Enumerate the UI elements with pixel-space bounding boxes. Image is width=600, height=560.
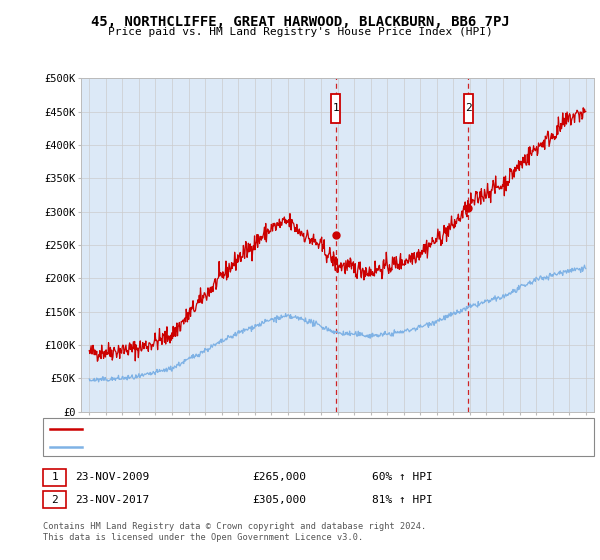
Text: 2: 2 [51, 494, 58, 505]
Text: Price paid vs. HM Land Registry's House Price Index (HPI): Price paid vs. HM Land Registry's House … [107, 27, 493, 37]
Bar [331, 94, 340, 123]
Text: 45, NORTHCLIFFE, GREAT HARWOOD, BLACKBURN, BB6 7PJ (detached house): 45, NORTHCLIFFE, GREAT HARWOOD, BLACKBUR… [87, 424, 481, 434]
Text: 1: 1 [332, 104, 339, 113]
Text: 2: 2 [465, 104, 472, 113]
Text: 1: 1 [51, 472, 58, 482]
Text: 23-NOV-2009: 23-NOV-2009 [75, 472, 149, 482]
Text: 81% ↑ HPI: 81% ↑ HPI [372, 494, 433, 505]
Bar [464, 94, 473, 123]
Text: £305,000: £305,000 [252, 494, 306, 505]
Text: Contains HM Land Registry data © Crown copyright and database right 2024.: Contains HM Land Registry data © Crown c… [43, 522, 427, 531]
Text: 45, NORTHCLIFFE, GREAT HARWOOD, BLACKBURN, BB6 7PJ: 45, NORTHCLIFFE, GREAT HARWOOD, BLACKBUR… [91, 15, 509, 29]
Text: 60% ↑ HPI: 60% ↑ HPI [372, 472, 433, 482]
Text: 23-NOV-2017: 23-NOV-2017 [75, 494, 149, 505]
Text: This data is licensed under the Open Government Licence v3.0.: This data is licensed under the Open Gov… [43, 533, 364, 542]
Text: HPI: Average price, detached house, Hyndburn: HPI: Average price, detached house, Hynd… [87, 442, 346, 452]
Text: £265,000: £265,000 [252, 472, 306, 482]
